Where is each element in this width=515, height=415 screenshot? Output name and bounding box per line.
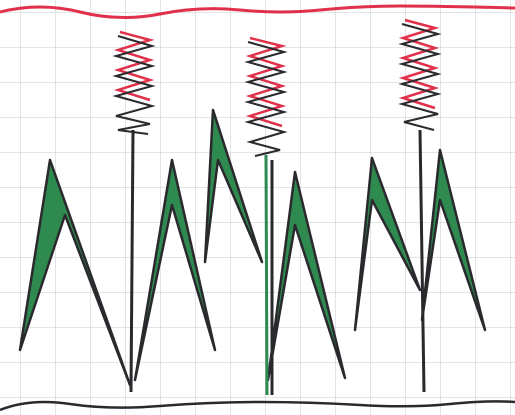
leaf <box>353 156 422 332</box>
leaves <box>18 108 487 387</box>
stem <box>264 154 269 396</box>
stem <box>418 129 426 393</box>
spring <box>398 18 440 110</box>
leaf <box>420 148 487 332</box>
spring <box>245 36 287 128</box>
spring <box>113 30 155 102</box>
leaf <box>203 108 264 264</box>
spring <box>398 23 442 131</box>
stem <box>129 129 135 393</box>
spring <box>112 35 156 135</box>
leaf <box>133 158 217 382</box>
top-wave <box>0 4 515 20</box>
stems <box>129 129 426 396</box>
springs <box>112 18 442 157</box>
leaf <box>266 170 347 382</box>
spring <box>244 41 288 157</box>
ground-line <box>0 400 515 412</box>
